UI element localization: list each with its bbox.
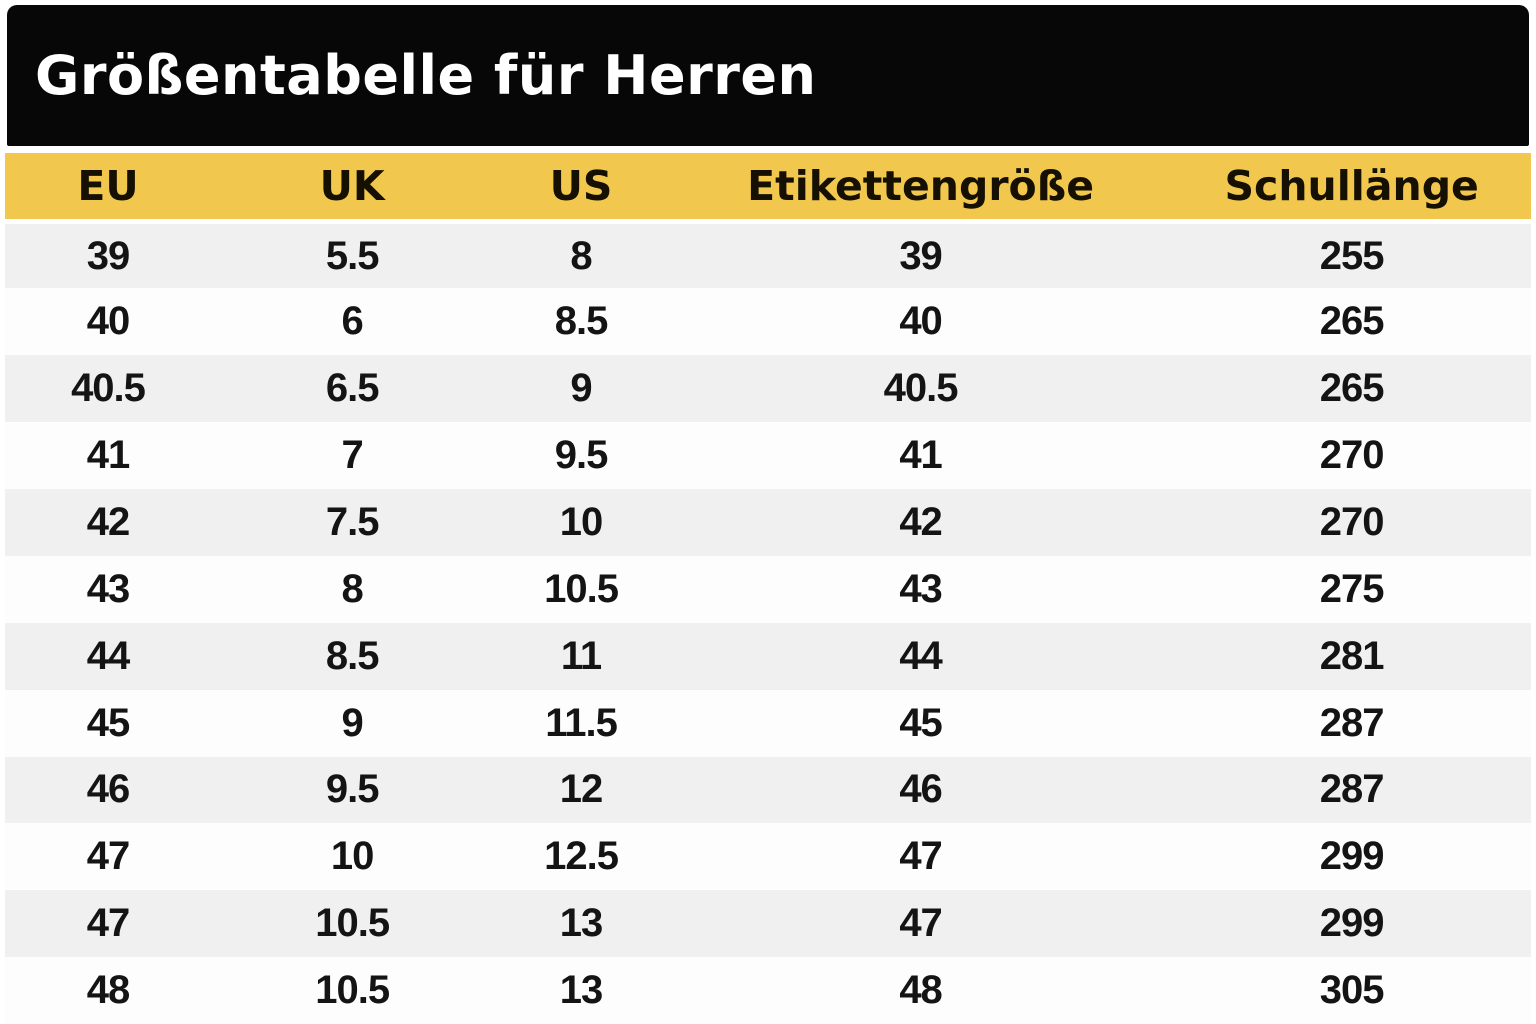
cell-schullaenge: 299 bbox=[1319, 901, 1385, 946]
table-row: 44 8.5 11 44 281 bbox=[5, 622, 1531, 690]
cell-schullaenge: 270 bbox=[1319, 499, 1385, 544]
cell-etikettengroesse: 40 bbox=[899, 299, 942, 344]
cell-etikettengroesse: 47 bbox=[899, 901, 942, 946]
cell-schullaenge: 275 bbox=[1319, 566, 1385, 611]
size-table: EU UK US Etikettengröße Schullänge 39 5.… bbox=[5, 150, 1531, 1024]
cell-schullaenge: 281 bbox=[1319, 633, 1385, 678]
cell-uk: 9.5 bbox=[325, 767, 380, 812]
title-bar: Größentabelle für Herren bbox=[7, 5, 1529, 146]
cell-eu: 41 bbox=[86, 433, 131, 478]
table-row: 40 6 8.5 40 265 bbox=[5, 288, 1531, 356]
page-title: Größentabelle für Herren bbox=[35, 44, 817, 107]
cell-etikettengroesse: 39 bbox=[899, 233, 942, 278]
cell-uk: 5.5 bbox=[325, 233, 380, 278]
cell-schullaenge: 287 bbox=[1319, 767, 1385, 812]
cell-uk: 6.5 bbox=[325, 366, 380, 411]
cell-etikettengroesse: 41 bbox=[899, 433, 942, 478]
cell-schullaenge: 305 bbox=[1319, 968, 1385, 1013]
table-row: 42 7.5 10 42 270 bbox=[5, 489, 1531, 556]
cell-us: 8.5 bbox=[554, 299, 609, 344]
cell-uk: 7 bbox=[341, 433, 364, 478]
table-row: 47 10.5 13 47 299 bbox=[5, 890, 1531, 958]
column-header-eu: EU bbox=[5, 150, 211, 224]
cell-us: 10.5 bbox=[544, 566, 619, 611]
cell-uk: 8.5 bbox=[325, 633, 380, 678]
cell-uk: 10.5 bbox=[315, 901, 390, 946]
cell-etikettengroesse: 40.5 bbox=[883, 366, 959, 411]
cell-eu: 40.5 bbox=[71, 366, 146, 411]
cell-uk: 7.5 bbox=[325, 499, 380, 544]
cell-schullaenge: 270 bbox=[1319, 433, 1385, 478]
cell-schullaenge: 287 bbox=[1319, 700, 1385, 745]
cell-eu: 42 bbox=[86, 499, 131, 544]
cell-eu: 45 bbox=[86, 700, 131, 745]
table-row: 40.5 6.5 9 40.5 265 bbox=[5, 355, 1531, 423]
cell-us: 8 bbox=[570, 233, 592, 278]
cell-us: 10 bbox=[559, 499, 604, 544]
table-row: 41 7 9.5 41 270 bbox=[5, 422, 1531, 489]
table-row: 43 8 10.5 43 275 bbox=[5, 555, 1531, 623]
cell-us: 11 bbox=[560, 633, 602, 678]
cell-uk: 9 bbox=[341, 700, 364, 745]
cell-eu: 47 bbox=[86, 901, 131, 946]
cell-us: 12.5 bbox=[544, 834, 619, 879]
cell-uk: 10 bbox=[330, 834, 375, 879]
cell-schullaenge: 265 bbox=[1319, 366, 1385, 411]
cell-uk: 8 bbox=[341, 566, 364, 611]
cell-etikettengroesse: 42 bbox=[899, 499, 942, 544]
table-row: 48 10.5 13 48 305 bbox=[5, 957, 1531, 1024]
cell-etikettengroesse: 43 bbox=[899, 566, 942, 611]
cell-schullaenge: 255 bbox=[1319, 233, 1385, 278]
cell-uk: 6 bbox=[341, 299, 364, 344]
cell-eu: 44 bbox=[86, 633, 131, 678]
column-header-etikettengroesse: Etikettengröße bbox=[668, 150, 1173, 224]
table-row: 39 5.5 8 39 255 bbox=[5, 221, 1531, 289]
cell-etikettengroesse: 44 bbox=[899, 633, 942, 678]
cell-etikettengroesse: 48 bbox=[899, 968, 942, 1013]
cell-eu: 43 bbox=[86, 566, 131, 611]
cell-eu: 47 bbox=[86, 834, 131, 879]
cell-schullaenge: 265 bbox=[1319, 299, 1385, 344]
table-row: 46 9.5 12 46 287 bbox=[5, 756, 1531, 824]
cell-us: 9 bbox=[570, 366, 592, 411]
cell-us: 11.5 bbox=[545, 700, 618, 745]
cell-eu: 39 bbox=[86, 233, 131, 278]
cell-us: 13 bbox=[559, 968, 604, 1013]
cell-us: 12 bbox=[559, 767, 604, 812]
cell-eu: 48 bbox=[86, 968, 131, 1013]
cell-us: 9.5 bbox=[554, 433, 609, 478]
cell-schullaenge: 299 bbox=[1319, 834, 1385, 879]
table-row: 47 10 12.5 47 299 bbox=[5, 823, 1531, 891]
column-header-us: US bbox=[493, 150, 669, 224]
table-row: 45 9 11.5 45 287 bbox=[5, 689, 1531, 757]
cell-etikettengroesse: 47 bbox=[899, 834, 942, 879]
column-header-schullaenge: Schullänge bbox=[1172, 150, 1531, 224]
cell-us: 13 bbox=[559, 901, 604, 946]
cell-uk: 10.5 bbox=[315, 968, 390, 1013]
cell-etikettengroesse: 46 bbox=[899, 767, 942, 812]
cell-eu: 46 bbox=[86, 767, 131, 812]
cell-eu: 40 bbox=[86, 299, 131, 344]
column-header-uk: UK bbox=[211, 150, 494, 224]
cell-etikettengroesse: 45 bbox=[899, 700, 942, 745]
table-header-row: EU UK US Etikettengröße Schullänge bbox=[5, 150, 1531, 224]
